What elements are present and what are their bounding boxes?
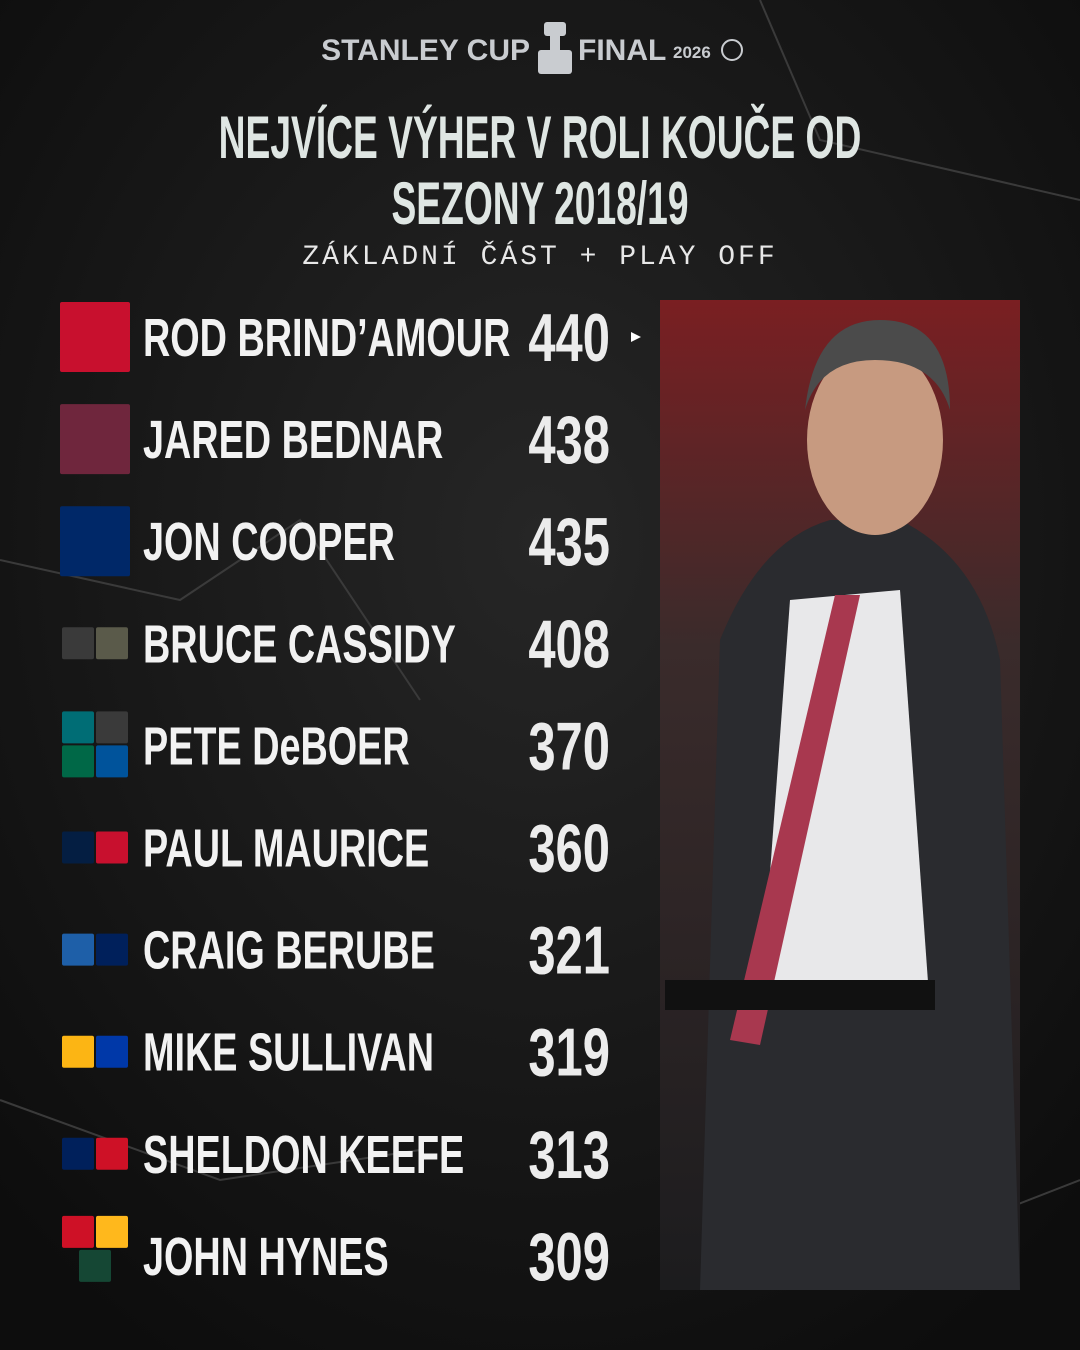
wins: 360 xyxy=(528,810,610,887)
name-wrap: JARED BEDNAR xyxy=(143,409,443,469)
subtitle: ZÁKLADNÍ ČÁST + PLAY OFF xyxy=(302,240,777,273)
team-logo xyxy=(62,711,94,744)
name-wrap: JON COOPER xyxy=(143,512,395,572)
wins-wrap: 440 xyxy=(528,299,610,376)
team-logo xyxy=(96,1137,128,1170)
team-logo xyxy=(60,302,130,372)
title-line: NEJVÍCE VÝHER V ROLI KOUČE OD xyxy=(219,103,862,172)
team-logo xyxy=(62,1215,94,1248)
name-wrap: PETE DeBOER xyxy=(143,716,410,776)
coach-name: CRAIG BERUBE xyxy=(143,920,435,980)
team-logo xyxy=(96,1215,128,1248)
team-logo xyxy=(62,933,94,966)
ranking-row: JON COOPER 435 xyxy=(60,503,610,580)
team-logo xyxy=(62,1035,94,1068)
name-wrap: ROD BRIND’AMOUR xyxy=(143,307,510,367)
ranking-row: MIKE SULLIVAN 319 xyxy=(62,1014,610,1091)
team-logo xyxy=(60,506,130,577)
coach-name: ROD BRIND’AMOUR xyxy=(143,307,510,367)
ranking-row: JARED BEDNAR 438 xyxy=(60,401,610,478)
coach-name: JOHN HYNES xyxy=(143,1226,389,1286)
wins: 309 xyxy=(528,1218,610,1295)
coach-name: MIKE SULLIVAN xyxy=(143,1022,434,1082)
team-logo xyxy=(96,1035,128,1068)
coach-name: JARED BEDNAR xyxy=(143,409,443,469)
team-logo xyxy=(96,933,128,966)
ranking-row: CRAIG BERUBE 321 xyxy=(62,912,610,989)
event: FINAL xyxy=(578,34,666,67)
name-wrap: MIKE SULLIVAN xyxy=(143,1022,434,1082)
team-logo xyxy=(62,745,94,778)
wins-wrap: 309 xyxy=(528,1218,610,1295)
ranking-row: SHELDON KEEFE 313 xyxy=(62,1116,610,1193)
coach-name: JON COOPER xyxy=(143,512,395,572)
wins: 313 xyxy=(528,1116,610,1193)
team-logo xyxy=(96,831,128,864)
name-wrap: SHELDON KEEFE xyxy=(143,1124,464,1184)
wins-wrap: 370 xyxy=(528,707,610,784)
team-logo xyxy=(96,627,128,660)
wins: 370 xyxy=(528,707,610,784)
marker xyxy=(631,332,641,342)
team-logo xyxy=(62,831,94,864)
ranking-row: PETE DeBOER 370 xyxy=(62,707,610,784)
team-logo xyxy=(79,1249,111,1282)
cup-icon xyxy=(538,22,572,74)
wins-wrap: 408 xyxy=(528,605,610,682)
league-logo xyxy=(721,39,743,61)
team-logo xyxy=(62,1137,94,1170)
brand: STANLEY CUP xyxy=(321,34,530,67)
ranking-row: PAUL MAURICE 360 xyxy=(62,810,610,887)
wins-wrap: 313 xyxy=(528,1116,610,1193)
ranking-row: BRUCE CASSIDY 408 xyxy=(62,605,610,682)
team-logo xyxy=(96,745,128,778)
wins-wrap: 435 xyxy=(528,503,610,580)
wins: 435 xyxy=(528,503,610,580)
title: NEJVÍCE VÝHER V ROLI KOUČE OD SEZONY 201… xyxy=(219,103,862,238)
ranking-row: JOHN HYNES 309 xyxy=(62,1215,610,1295)
name-wrap: CRAIG BERUBE xyxy=(143,920,435,980)
wins: 440 xyxy=(528,299,610,376)
wins: 319 xyxy=(528,1014,610,1091)
ranking: ROD BRIND’AMOUR 440 JARED BEDNAR 438 JON COO… xyxy=(60,299,610,1295)
coach-name: PAUL MAURICE xyxy=(143,818,429,878)
wins: 408 xyxy=(528,605,610,682)
title-line: SEZONY 2018/19 xyxy=(391,170,688,237)
wins-wrap: 319 xyxy=(528,1014,610,1091)
wins-wrap: 360 xyxy=(528,810,610,887)
coach-name: PETE DeBOER xyxy=(143,716,410,776)
team-logo xyxy=(96,711,128,744)
name-wrap: PAUL MAURICE xyxy=(143,818,429,878)
wins-wrap: 321 xyxy=(528,912,610,989)
coach-photo xyxy=(660,300,1020,1290)
name-wrap: BRUCE CASSIDY xyxy=(143,614,456,674)
wins: 438 xyxy=(528,401,610,478)
coach-name: BRUCE CASSIDY xyxy=(143,614,456,674)
ranking-row: ROD BRIND’AMOUR 440 xyxy=(60,299,610,376)
wins-wrap: 438 xyxy=(528,401,610,478)
name-wrap: JOHN HYNES xyxy=(143,1226,389,1286)
coach-name: SHELDON KEEFE xyxy=(143,1124,464,1184)
year: 2026 xyxy=(673,43,711,62)
team-logo xyxy=(62,627,94,660)
wins: 321 xyxy=(528,912,610,989)
team-logo xyxy=(60,404,130,475)
